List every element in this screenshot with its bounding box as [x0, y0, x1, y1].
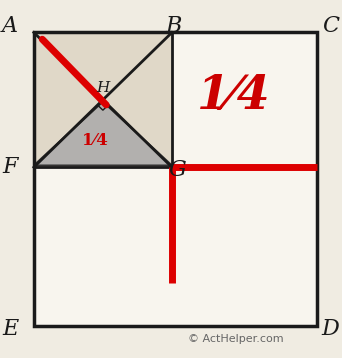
- Text: G: G: [168, 159, 186, 180]
- Bar: [34, 33, 172, 167]
- Text: E: E: [2, 318, 18, 340]
- Bar: [34, 33, 172, 167]
- Polygon shape: [34, 102, 172, 165]
- Bar: [34, 33, 317, 325]
- Text: 1⁄4: 1⁄4: [82, 132, 107, 149]
- Text: F: F: [2, 156, 18, 178]
- Text: © ActHelper.com: © ActHelper.com: [188, 334, 284, 344]
- Text: A: A: [2, 15, 18, 37]
- Bar: [34, 33, 317, 325]
- Text: C: C: [322, 15, 339, 37]
- Text: 1⁄4: 1⁄4: [197, 73, 271, 120]
- Text: B: B: [166, 15, 182, 37]
- Text: H: H: [96, 81, 109, 95]
- Text: D: D: [321, 318, 339, 340]
